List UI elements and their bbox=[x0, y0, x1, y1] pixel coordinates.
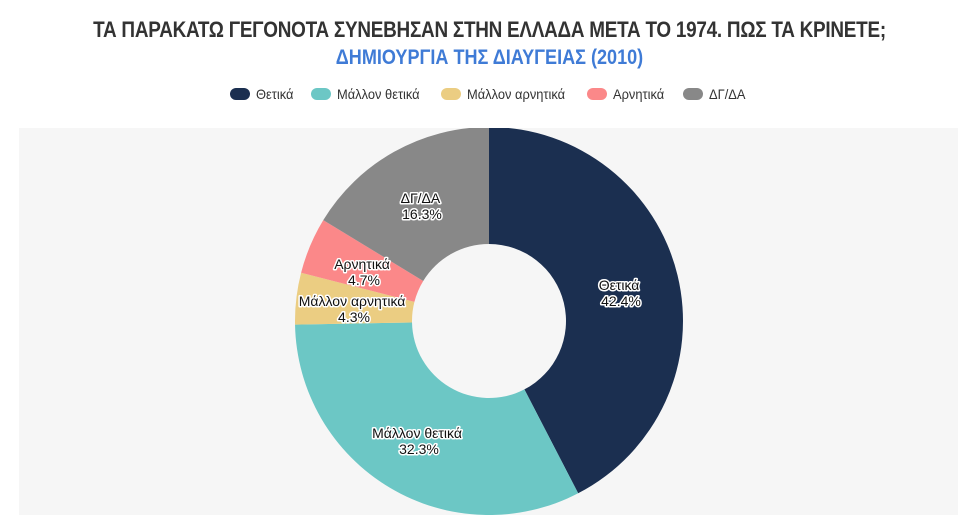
legend-label: Μάλλον αρνητικά bbox=[466, 86, 565, 102]
legend-label: Αρνητικά bbox=[613, 86, 665, 102]
legend-swatch bbox=[310, 88, 331, 100]
slice-label-value: 4.3% bbox=[338, 309, 370, 325]
legend-swatch bbox=[440, 88, 461, 100]
legend-swatch bbox=[683, 88, 704, 100]
donut-slices bbox=[295, 128, 683, 515]
legend-swatch bbox=[587, 88, 608, 100]
slice-label-mallon-arnitika: Μάλλον αρνητικά 4.3% bbox=[299, 293, 410, 325]
slice-label-thetika: Θετικά 42.4% bbox=[599, 277, 644, 309]
slice-label-name: Αρνητικά bbox=[334, 256, 390, 272]
chart-subtitle: ΔΗΜΙΟΥΡΓΙΑ ΤΗΣ ΔΙΑΥΓΕΙΑΣ (2010) bbox=[335, 46, 644, 69]
legend-item-arnitika[interactable]: Αρνητικά bbox=[587, 86, 669, 102]
legend-item-mallon-arnitika[interactable]: Μάλλον αρνητικά bbox=[440, 86, 574, 102]
slice-label-value: 32.3% bbox=[399, 441, 439, 457]
slice-mallon-thetika[interactable] bbox=[295, 322, 579, 515]
slice-label-name: ΔΓ/ΔΑ bbox=[401, 190, 441, 206]
legend-item-dk-da[interactable]: ΔΓ/ΔΑ bbox=[683, 86, 749, 102]
slice-label-dk-da: ΔΓ/ΔΑ 16.3% bbox=[401, 190, 444, 222]
slice-label-mallon-thetika: Μάλλον θετικά 32.3% bbox=[372, 425, 466, 457]
slice-label-name: Μάλλον θετικά bbox=[372, 425, 462, 441]
plot-area: Θετικά 42.4% Μάλλον θετικά 32.3% Μάλλον … bbox=[19, 128, 958, 515]
legend-item-mallon-thetika[interactable]: Μάλλον θετικά bbox=[310, 86, 427, 102]
legend-swatch bbox=[230, 88, 251, 100]
chart-legend: Θετικά Μάλλον θετικά Μάλλον αρνητικά Αρν… bbox=[0, 86, 979, 102]
legend-item-thetika[interactable]: Θετικά bbox=[230, 86, 297, 102]
legend-label: Θετικά bbox=[256, 86, 294, 102]
legend-label: Μάλλον θετικά bbox=[336, 86, 420, 102]
chart-title: ΤΑ ΠΑΡΑΚΑΤΩ ΓΕΓΟΝΟΤΑ ΣΥΝΕΒΗΣΑΝ ΣΤΗΝ ΕΛΛΑ… bbox=[93, 17, 886, 42]
slice-thetika[interactable] bbox=[489, 128, 683, 494]
slice-label-value: 4.7% bbox=[348, 272, 380, 288]
donut-chart: Θετικά 42.4% Μάλλον θετικά 32.3% Μάλλον … bbox=[295, 128, 683, 515]
slice-label-name: Μάλλον αρνητικά bbox=[299, 293, 406, 309]
slice-label-value: 16.3% bbox=[402, 206, 442, 222]
slice-dk-da[interactable] bbox=[323, 128, 489, 281]
slice-mallon-arnitika[interactable] bbox=[295, 272, 415, 325]
slice-label-value: 42.4% bbox=[601, 293, 641, 309]
slice-label-name: Θετικά bbox=[599, 277, 640, 293]
slice-labels: Θετικά 42.4% Μάλλον θετικά 32.3% Μάλλον … bbox=[297, 189, 644, 459]
slice-arnitika[interactable] bbox=[301, 220, 424, 302]
slice-label-arnitika: Αρνητικά 4.7% bbox=[334, 256, 394, 288]
legend-label: ΔΓ/ΔΑ bbox=[709, 86, 746, 102]
